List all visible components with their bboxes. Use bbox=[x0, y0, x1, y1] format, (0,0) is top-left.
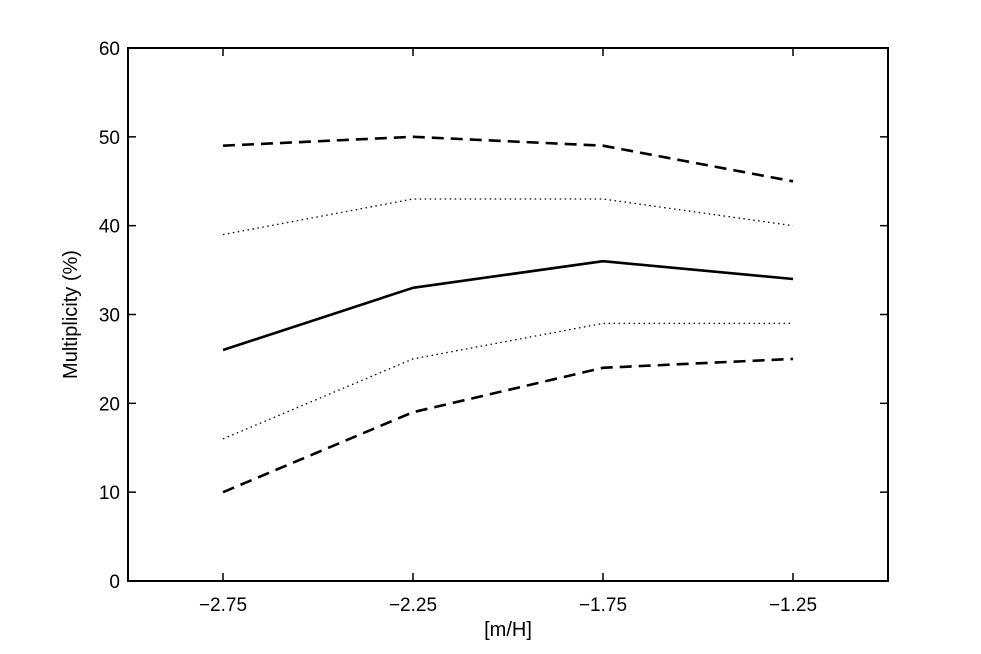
y-tick-label: 0 bbox=[109, 572, 120, 593]
tick-labels: −2.75 −2.25 −1.75 −1.25 0 10 20 30 40 50 60 bbox=[99, 39, 817, 616]
ticks bbox=[128, 47, 888, 582]
x-tick-label: −2.75 bbox=[199, 595, 247, 616]
series-line-2-dotted bbox=[222, 198, 794, 236]
series-line-5-dashed bbox=[222, 357, 794, 494]
series-line-3-solid bbox=[222, 259, 794, 352]
x-axis-label: [m/H] bbox=[484, 619, 532, 641]
y-tick-label: 10 bbox=[99, 483, 120, 504]
plot-frame bbox=[127, 47, 889, 582]
y-tick-label: 20 bbox=[99, 394, 120, 415]
y-tick-label: 40 bbox=[99, 217, 120, 238]
y-tick-label: 60 bbox=[99, 39, 120, 60]
y-tick-label: 50 bbox=[99, 128, 120, 149]
series-group bbox=[222, 135, 794, 494]
series-line-4-dotted bbox=[222, 322, 793, 440]
y-tick-label: 30 bbox=[99, 306, 120, 327]
x-tick-label: −2.25 bbox=[389, 595, 437, 616]
x-tick-label: −1.25 bbox=[769, 595, 817, 616]
series-line-1-dashed bbox=[222, 135, 794, 183]
y-axis-label: Multiplicity (%) bbox=[60, 250, 82, 379]
x-tick-label: −1.75 bbox=[579, 595, 627, 616]
